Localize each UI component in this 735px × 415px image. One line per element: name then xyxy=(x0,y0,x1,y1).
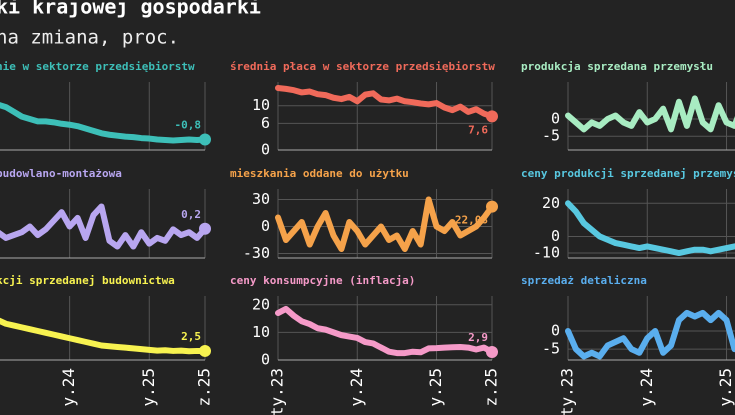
panel-title: ceny konsumpcyjne (inflacja) xyxy=(230,274,415,287)
data-line xyxy=(275,85,495,120)
page-subtitle: na zmiana, proc. xyxy=(0,27,179,49)
y-tick-label: 0 xyxy=(261,217,270,235)
y-tick-label: -30 xyxy=(243,244,270,262)
y-tick-label: 0 xyxy=(551,110,560,128)
x-tick-label: z.25 xyxy=(482,368,501,407)
page-title: ki krajowej gospodarki xyxy=(0,0,261,19)
panel-title: mieszkania oddane do użytku xyxy=(230,167,409,180)
y-tick-label: 0 xyxy=(551,227,560,245)
x-tick-label: y.25 xyxy=(716,368,735,407)
data-line xyxy=(565,309,735,360)
y-tick-label: 30 xyxy=(252,190,270,208)
y-tick-label: -5 xyxy=(542,127,560,145)
x-tick-label: y.25 xyxy=(139,368,158,407)
data-line xyxy=(0,203,208,250)
y-tick-label: 0 xyxy=(261,351,270,369)
value-label: -0,8 xyxy=(175,119,202,132)
data-line xyxy=(275,305,495,357)
x-tick-label: z.25 xyxy=(195,368,214,407)
end-point xyxy=(199,133,211,146)
panel-title: sprzedaż detaliczna xyxy=(521,274,647,287)
value-label: 2,5 xyxy=(181,330,201,343)
end-point xyxy=(486,200,498,213)
panel-title: ceny produkcji sprzedanej przemysłu xyxy=(521,167,735,180)
y-tick-label: -10 xyxy=(533,244,560,262)
value-label: 0,2 xyxy=(181,208,201,221)
y-tick-label: -5 xyxy=(542,340,560,358)
data-line xyxy=(565,95,735,133)
panel-title: budowlano-montażowa xyxy=(0,167,122,180)
data-line xyxy=(565,200,735,257)
data-line xyxy=(275,196,495,252)
panel-title: nie w sektorze przedsiębiorstw xyxy=(0,60,195,73)
y-tick-label: 20 xyxy=(252,295,270,313)
y-tick-label: 0 xyxy=(551,322,560,340)
value-label: 2,9 xyxy=(468,331,488,344)
y-tick-label: 0 xyxy=(261,141,270,159)
x-tick-label: ty.23 xyxy=(558,368,577,415)
y-tick-label: 10 xyxy=(252,96,270,114)
value-label: 22,08 xyxy=(455,214,488,227)
end-point xyxy=(199,222,211,235)
x-tick-label: y.24 xyxy=(347,368,366,407)
end-point xyxy=(199,344,211,357)
data-line xyxy=(0,102,208,144)
end-point xyxy=(486,345,498,358)
end-point xyxy=(486,110,498,123)
value-label: 7,6 xyxy=(468,123,488,136)
panel-title: produkcja sprzedana przemysłu xyxy=(521,60,713,73)
panel-title: kcji sprzedanej budownictwa xyxy=(0,274,175,287)
y-tick-label: 6 xyxy=(261,114,270,132)
y-tick-label: 10 xyxy=(252,323,270,341)
x-tick-label: y.25 xyxy=(426,368,445,407)
x-tick-label: y.24 xyxy=(637,368,656,407)
x-tick-label: y.24 xyxy=(59,368,78,407)
x-tick-label: ty.23 xyxy=(268,368,287,415)
y-tick-label: 20 xyxy=(542,194,560,212)
data-line xyxy=(0,317,208,355)
panel-title: średnia płaca w sektorze przedsiębiorstw xyxy=(230,60,495,73)
